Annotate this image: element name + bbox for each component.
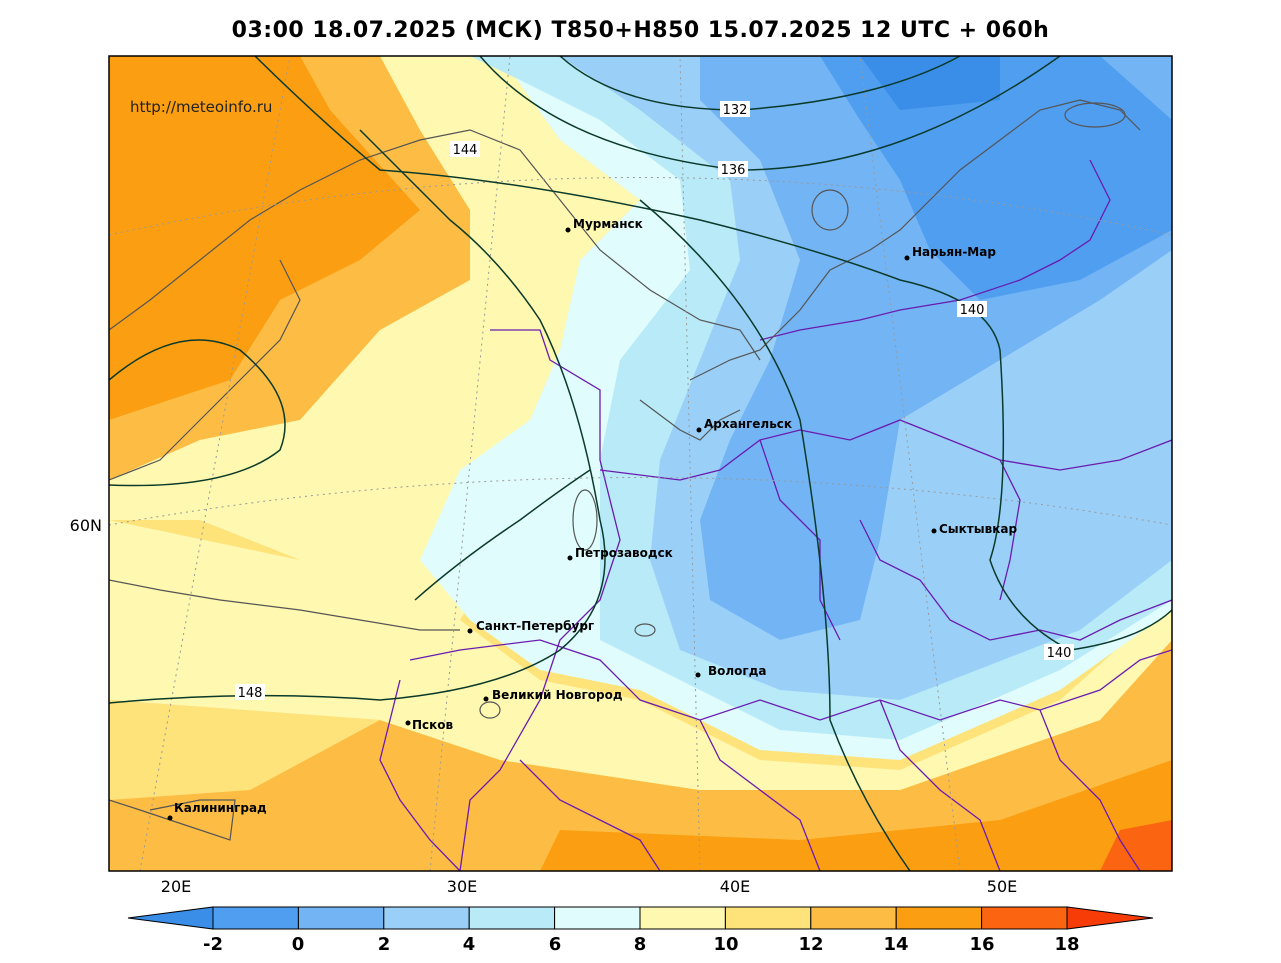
colorbar-segment (212, 906, 299, 930)
city-label: Петрозаводск (575, 546, 673, 560)
colorbar-label: 2 (378, 934, 391, 955)
colorbar-segment (724, 906, 812, 930)
contour-labels: 132 136 140 144 148 140 (235, 101, 1074, 701)
colorbar-segment (895, 906, 983, 930)
city-dot (467, 628, 473, 634)
city-label: Санкт-Петербург (476, 619, 594, 633)
colorbar-segment (383, 906, 470, 930)
city-label: Нарьян-Мар (912, 245, 996, 259)
watermark-url: http://meteoinfo.ru (130, 98, 272, 116)
city-dot (167, 815, 173, 821)
city-label: Мурманск (573, 217, 643, 231)
region-borders (379, 159, 1172, 871)
colorbar-labels: -2 0 2 4 6 8 10 12 14 16 18 (203, 934, 1080, 955)
colorbar-label: -2 (203, 934, 223, 955)
city-label: Вологда (708, 664, 766, 678)
colorbar-extend-high (1066, 906, 1154, 930)
colorbar-label: 0 (292, 934, 305, 955)
lon-label: 50E (987, 877, 1017, 896)
colorbar-label: 6 (549, 934, 562, 955)
city-dot (483, 696, 489, 702)
colorbar-segment (981, 906, 1068, 930)
colorbar-segment (468, 906, 556, 930)
city-label: Великий Новгород (492, 688, 623, 702)
city-label: Калининград (174, 801, 267, 815)
contour-label: 132 (723, 103, 748, 118)
colorbar-label: 8 (634, 934, 647, 955)
lon-label: 30E (447, 877, 477, 896)
city-markers: Мурманск Нарьян-Мар Архангельск Сыктывка… (167, 217, 1017, 821)
colorbar-label: 14 (883, 934, 908, 955)
colorbar-extend-low (127, 906, 214, 930)
axis-labels: 60N 20E 30E 40E 50E (70, 516, 1018, 896)
city-dot (695, 672, 701, 678)
contour-label: 140 (960, 303, 985, 318)
contour-label: 140 (1047, 646, 1072, 661)
colorbar-label: 10 (713, 934, 738, 955)
colorbar-label: 16 (969, 934, 994, 955)
contour-label: 144 (453, 143, 478, 158)
temperature-field (109, 56, 1172, 871)
contour-label: 148 (238, 686, 263, 701)
colorbar-label: 12 (798, 934, 823, 955)
lon-label: 20E (161, 877, 191, 896)
city-label: Псков (412, 718, 454, 732)
map-title: 03:00 18.07.2025 (МСК) T850+H850 15.07.2… (231, 18, 1050, 43)
lat-label: 60N (70, 516, 102, 535)
map-frame (108, 55, 1173, 872)
geopotential-contours (109, 56, 1172, 871)
city-dot (904, 255, 910, 261)
graticule (109, 56, 1172, 871)
colorbar-segment (639, 906, 726, 930)
colorbar-segment (554, 906, 641, 930)
colorbar-label: 18 (1054, 934, 1079, 955)
colorbar-segment (810, 906, 897, 930)
city-dot (405, 720, 411, 726)
city-label: Сыктывкар (939, 522, 1017, 536)
contour-label: 136 (721, 163, 746, 178)
lon-label: 40E (720, 877, 750, 896)
colorbar-segment (297, 906, 385, 930)
coastlines (109, 99, 1141, 841)
colorbar (127, 906, 1154, 930)
city-dot (567, 555, 573, 561)
city-label: Архангельск (704, 417, 792, 431)
colorbar-label: 4 (463, 934, 476, 955)
city-dot (565, 227, 571, 233)
city-dot (931, 528, 937, 534)
city-dot (696, 427, 702, 433)
